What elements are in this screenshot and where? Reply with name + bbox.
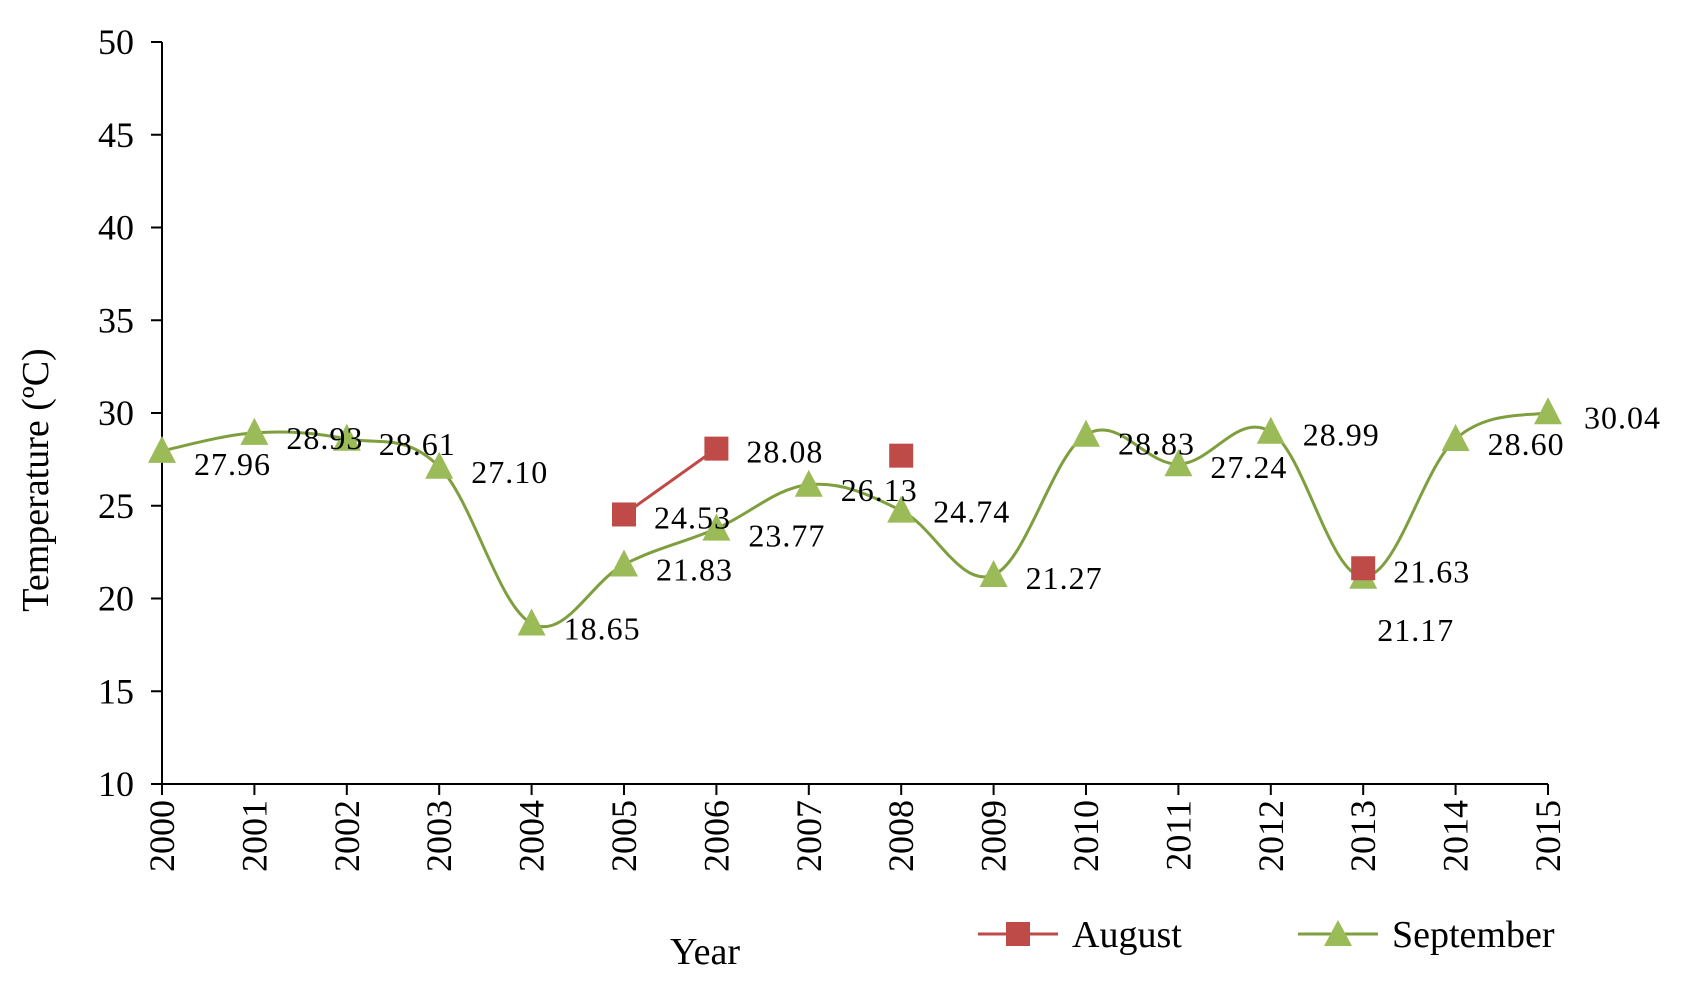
series-september-data-label: 28.99 bbox=[1303, 417, 1380, 453]
series-september-data-label: 21.83 bbox=[656, 552, 733, 588]
y-tick-label: 50 bbox=[98, 22, 134, 62]
series-september-data-label: 28.61 bbox=[379, 426, 456, 462]
data-labels: 27.96 28.93 28.61 27.10 18.65 21.83 23.77 26.13… bbox=[194, 399, 1661, 648]
series-september-point bbox=[332, 423, 361, 451]
legend-item-august[interactable]: August bbox=[978, 914, 1182, 956]
series-september-point bbox=[240, 417, 269, 445]
y-tick-label: 35 bbox=[98, 300, 134, 340]
series-september-point bbox=[148, 435, 176, 463]
series-september-data-label: 27.96 bbox=[194, 446, 271, 482]
x-tick-label: 2005 bbox=[604, 800, 644, 872]
series-september-data-label: 28.60 bbox=[1488, 426, 1565, 462]
x-tick-label: 2000 bbox=[142, 800, 182, 872]
x-tick-label: 2008 bbox=[881, 800, 921, 872]
series-august-line bbox=[623, 447, 718, 516]
series-september-point bbox=[702, 513, 731, 541]
x-tick-label: 2007 bbox=[789, 800, 829, 872]
legend-august-label: August bbox=[1072, 914, 1182, 956]
series-september-data-label: 21.27 bbox=[1026, 560, 1103, 596]
series-september-point bbox=[1534, 397, 1562, 425]
x-tick-label: 2002 bbox=[327, 800, 367, 872]
series-september-data-label: 30.04 bbox=[1584, 399, 1661, 435]
series-august-point bbox=[889, 443, 914, 468]
x-tick-label: 2015 bbox=[1528, 800, 1568, 872]
series-september-point bbox=[1441, 423, 1470, 451]
x-tick-label: 2011 bbox=[1158, 800, 1198, 871]
legend-september-triangle-icon bbox=[1324, 920, 1352, 946]
legend: August September bbox=[978, 914, 1555, 956]
x-tick-label: 2004 bbox=[512, 800, 552, 872]
series-september-point bbox=[517, 608, 546, 636]
series-august bbox=[612, 436, 1376, 581]
series-august-data-label: 21.63 bbox=[1393, 553, 1470, 589]
series-september-point bbox=[887, 495, 916, 523]
series-september-data-label: 18.65 bbox=[564, 611, 641, 647]
series-august-data-label: 24.53 bbox=[654, 499, 731, 535]
x-tick-label: 2009 bbox=[974, 800, 1014, 872]
x-axis: 2000 2001 2002 2003 2004 2005 2006 2007 2008 2009… bbox=[142, 783, 1568, 872]
series-september-data-label: 27.10 bbox=[471, 454, 548, 490]
series-september-data-label: 21.17 bbox=[1377, 612, 1454, 648]
y-axis-title: Temperature (ºC) bbox=[15, 348, 57, 611]
series-august-data-label: 28.08 bbox=[746, 434, 823, 470]
series-layer bbox=[148, 397, 1562, 636]
y-tick-label: 45 bbox=[98, 115, 134, 155]
series-september-point bbox=[610, 549, 638, 577]
series-september-point bbox=[794, 469, 823, 497]
y-tick-label: 10 bbox=[98, 764, 134, 804]
x-tick-label: 2001 bbox=[234, 800, 274, 872]
series-september-point bbox=[425, 451, 454, 479]
series-august-point bbox=[1351, 556, 1376, 581]
series-september-data-label: 24.74 bbox=[933, 494, 1010, 530]
series-september-data-label: 28.93 bbox=[286, 420, 363, 456]
x-axis-title: Year bbox=[670, 931, 740, 973]
series-september-data-label: 27.24 bbox=[1210, 449, 1287, 485]
series-september-data-label: 28.83 bbox=[1118, 426, 1195, 462]
x-tick-label: 2012 bbox=[1251, 800, 1291, 872]
x-tick-label: 2006 bbox=[696, 800, 736, 872]
x-tick-label: 2014 bbox=[1436, 800, 1476, 872]
y-axis: 10 15 20 25 30 35 40 45 50 bbox=[98, 22, 163, 804]
y-tick-label: 15 bbox=[98, 671, 134, 711]
series-september-point bbox=[1164, 449, 1193, 477]
legend-september-label: September bbox=[1392, 914, 1555, 956]
series-august-point bbox=[704, 436, 729, 461]
x-tick-label: 2003 bbox=[419, 800, 459, 872]
y-tick-label: 40 bbox=[98, 208, 134, 248]
legend-item-september[interactable]: September bbox=[1298, 914, 1555, 956]
series-september-point bbox=[979, 559, 1008, 587]
y-tick-label: 30 bbox=[98, 393, 134, 433]
series-september-data-label: 26.13 bbox=[841, 472, 918, 508]
series-september-point bbox=[1072, 419, 1100, 447]
x-tick-label: 2010 bbox=[1066, 800, 1106, 872]
y-tick-label: 25 bbox=[98, 486, 134, 526]
x-tick-label: 2013 bbox=[1343, 800, 1383, 872]
series-august-point bbox=[612, 502, 636, 527]
series-september-point bbox=[1256, 416, 1285, 444]
y-tick-label: 20 bbox=[98, 579, 134, 619]
series-september bbox=[148, 397, 1562, 636]
legend-august-square-icon bbox=[1006, 922, 1030, 946]
series-september-data-label: 23.77 bbox=[748, 518, 825, 554]
